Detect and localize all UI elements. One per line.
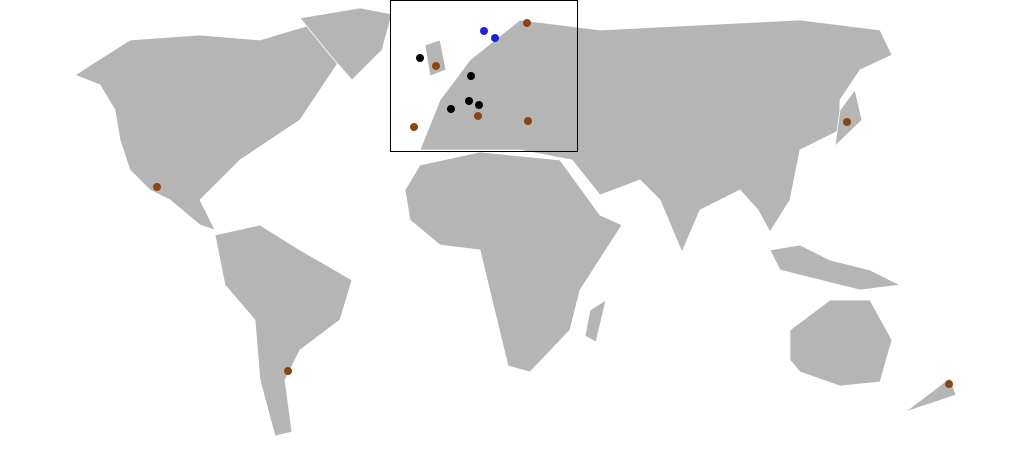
- markers: [153, 19, 953, 388]
- landmasses: [74, 7, 957, 437]
- marker: [843, 118, 851, 126]
- marker: [432, 62, 440, 70]
- marker: [465, 97, 473, 105]
- greenland: [299, 7, 393, 81]
- marker: [523, 19, 531, 27]
- marker: [524, 117, 532, 125]
- eurasia: [419, 19, 893, 254]
- marker: [467, 72, 475, 80]
- marker: [153, 183, 161, 191]
- great-britain: [424, 39, 447, 77]
- marker: [480, 27, 488, 35]
- africa: [404, 151, 623, 373]
- marker: [945, 380, 953, 388]
- marker: [447, 105, 455, 113]
- new-zealand: [904, 377, 957, 413]
- southeast-asia-islands: [769, 244, 902, 291]
- europe-inset-frame: [390, 0, 578, 152]
- marker: [491, 34, 499, 42]
- madagascar: [584, 299, 607, 343]
- south-america: [214, 224, 353, 437]
- marker: [475, 101, 483, 109]
- marker: [474, 112, 482, 120]
- marker: [416, 54, 424, 62]
- marker: [284, 367, 292, 375]
- japan: [834, 89, 863, 148]
- north-america: [74, 21, 346, 231]
- marker: [410, 123, 418, 131]
- australia: [789, 299, 893, 387]
